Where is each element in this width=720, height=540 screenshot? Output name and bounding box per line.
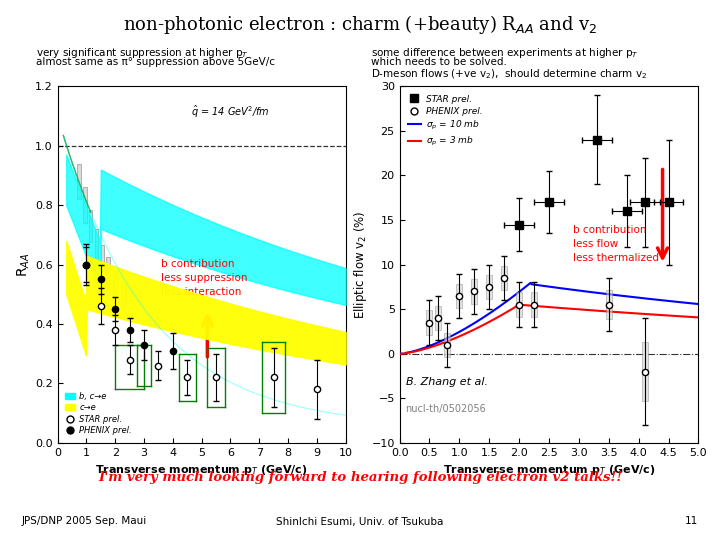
- Bar: [89, 210, 92, 242]
- Y-axis label: R$_{AA}$: R$_{AA}$: [16, 252, 32, 277]
- Text: B. Zhang et al.: B. Zhang et al.: [405, 377, 487, 387]
- Bar: [436, 306, 441, 330]
- X-axis label: Transverse momentum p$_T$ (GeV/c): Transverse momentum p$_T$ (GeV/c): [95, 463, 308, 477]
- Text: almost same as π° suppression above 5GeV/c: almost same as π° suppression above 5GeV…: [36, 57, 275, 67]
- Bar: [444, 333, 451, 357]
- Bar: [501, 266, 507, 290]
- Legend: b, c→e, c→e, STAR prel., PHENIX prel.: b, c→e, c→e, STAR prel., PHENIX prel.: [62, 388, 135, 438]
- Text: ShinIchi Esumi, Univ. of Tsukuba: ShinIchi Esumi, Univ. of Tsukuba: [276, 516, 444, 526]
- Bar: [107, 257, 109, 284]
- Bar: [84, 187, 86, 223]
- Bar: [78, 164, 81, 199]
- Text: D-meson flows (+ve v$_2$),  should determine charm v$_2$: D-meson flows (+ve v$_2$), should determ…: [371, 68, 647, 81]
- Text: I'm very much looking forward to hearing following electron v2 talks!!: I'm very much looking forward to hearing…: [98, 471, 622, 484]
- Text: non-photonic electron : charm (+beauty) R$_{AA}$ and v$_2$: non-photonic electron : charm (+beauty) …: [122, 14, 598, 37]
- Text: JPS/DNP 2005 Sep. Maui: JPS/DNP 2005 Sep. Maui: [22, 516, 147, 526]
- Bar: [642, 342, 647, 401]
- X-axis label: Transverse momentum p$_T$ (GeV/c): Transverse momentum p$_T$ (GeV/c): [443, 463, 655, 477]
- Bar: [606, 290, 612, 319]
- Text: 11: 11: [685, 516, 698, 526]
- Text: some difference between experiments at higher p$_T$: some difference between experiments at h…: [371, 46, 639, 60]
- Bar: [531, 293, 537, 317]
- Y-axis label: Elliptic flow v$_2$ (%): Elliptic flow v$_2$ (%): [351, 211, 369, 319]
- Bar: [486, 275, 492, 299]
- Text: nucl-th/0502056: nucl-th/0502056: [405, 403, 486, 414]
- Legend: STAR prel., PHENIX prel., σ$_p$ = 10 mb, σ$_p$ = 3 mb: STAR prel., PHENIX prel., σ$_p$ = 10 mb,…: [404, 91, 486, 152]
- Bar: [456, 284, 462, 308]
- Bar: [95, 229, 98, 259]
- Text: b contribution
less suppression
less interaction: b contribution less suppression less int…: [161, 259, 248, 296]
- Text: b contribution
less flow
less thermalized: b contribution less flow less thermalize…: [573, 225, 659, 262]
- Bar: [101, 245, 104, 272]
- Text: $\hat{q}$ = 14 GeV$^2$/fm: $\hat{q}$ = 14 GeV$^2$/fm: [191, 104, 270, 120]
- Text: which needs to be solved.: which needs to be solved.: [371, 57, 507, 67]
- Bar: [426, 310, 433, 335]
- Text: very significant suppression at higher p$_T$: very significant suppression at higher p…: [36, 46, 248, 60]
- Bar: [114, 271, 117, 294]
- Bar: [122, 282, 125, 306]
- Bar: [516, 293, 522, 317]
- Bar: [472, 279, 477, 303]
